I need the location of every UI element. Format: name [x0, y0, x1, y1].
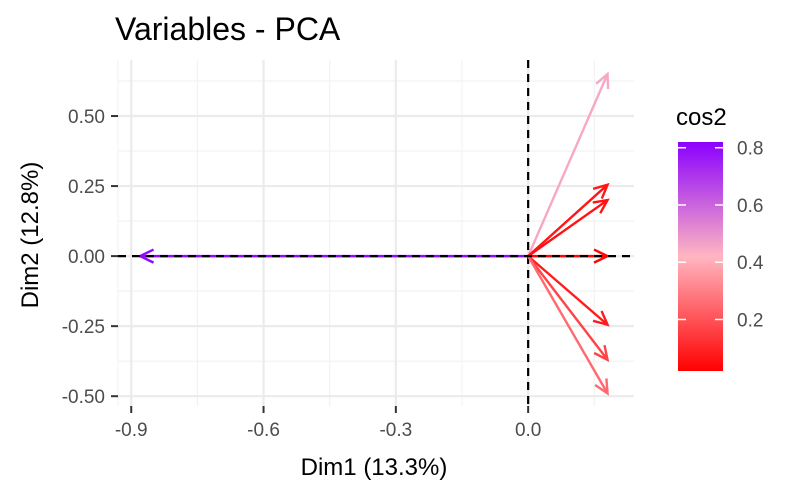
y-tick-label: -0.50	[62, 387, 105, 408]
x-tick-label: 0.0	[515, 420, 541, 441]
x-tick-label: -0.9	[115, 420, 148, 441]
x-axis-title: Dim1 (13.3%)	[301, 454, 448, 481]
vector-arrowhead	[592, 198, 610, 214]
y-axis: -0.50 -0.25 0.00 0.25 0.50	[62, 107, 118, 408]
variable-vector	[527, 255, 609, 326]
y-tick-label: 0.50	[68, 107, 105, 128]
variable-vector	[527, 73, 609, 257]
vector-arrowhead	[594, 378, 609, 396]
chart-title: Variables - PCA	[115, 11, 341, 47]
y-tick-label: 0.00	[68, 247, 105, 268]
y-tick-label: -0.25	[62, 317, 105, 338]
legend-tick-label: 0.2	[737, 310, 763, 331]
variable-vector	[527, 199, 609, 258]
minor-gridlines	[117, 60, 634, 406]
legend-colorbar	[678, 142, 723, 371]
x-tick-label: -0.3	[379, 420, 412, 441]
variable-vector	[527, 255, 609, 394]
y-axis-title: Dim2 (12.8%)	[17, 162, 44, 309]
cos2-legend: cos2 0.2 0.4 0.6 0.8	[676, 104, 764, 371]
vector-arrowhead	[593, 344, 610, 362]
vector-arrowhead	[595, 71, 610, 90]
variable-vector	[527, 255, 609, 361]
legend-ticks: 0.2 0.4 0.6 0.8	[678, 139, 764, 331]
vector-arrowhead	[592, 310, 610, 327]
vector-arrowhead	[593, 248, 611, 264]
x-tick-label: -0.6	[247, 420, 280, 441]
legend-tick-label: 0.6	[737, 196, 763, 217]
x-axis: -0.9 -0.6 -0.3 0.0	[115, 406, 541, 441]
legend-title: cos2	[676, 104, 727, 131]
variable-vector	[527, 183, 609, 258]
vector-arrowhead	[592, 182, 610, 200]
y-tick-label: 0.25	[68, 177, 105, 198]
vector-arrowhead	[137, 248, 155, 264]
major-gridlines	[118, 60, 634, 406]
legend-tick-label: 0.4	[737, 253, 764, 274]
legend-tick-label: 0.8	[737, 139, 763, 160]
variable-vectors	[118, 71, 634, 396]
